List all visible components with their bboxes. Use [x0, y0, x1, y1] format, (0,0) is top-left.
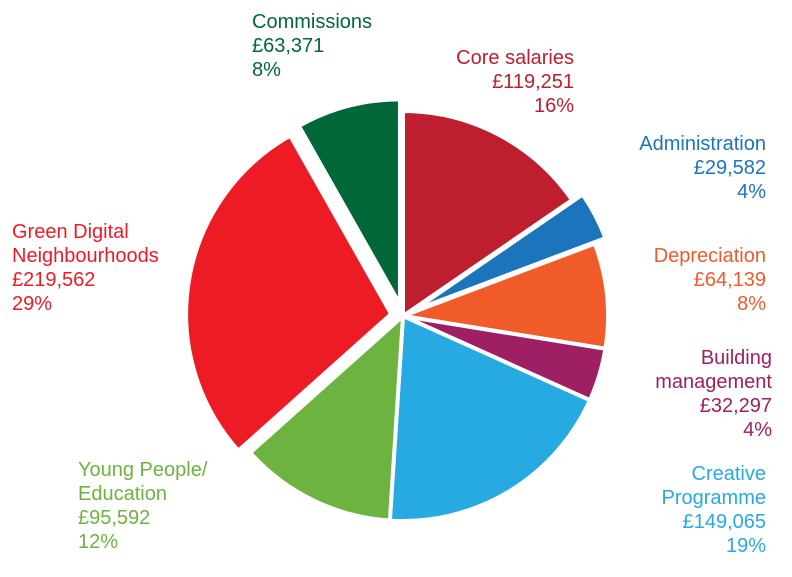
- label-percent: 16%: [533, 95, 574, 117]
- label-value: £95,592: [78, 507, 151, 529]
- pie-slice-green-digital-neighbourhoods: [184, 133, 394, 453]
- label-name-line2: Neighbourhoods: [12, 245, 159, 267]
- label-value: £149,065: [682, 511, 766, 533]
- label-value: £119,251: [492, 71, 574, 93]
- label-percent: 4%: [743, 419, 772, 441]
- pie-slice-young-people-education: [248, 314, 405, 523]
- label-green-digital-neighbourhoods: Green Digital Neighbourhoods £219,562 29…: [12, 220, 159, 316]
- label-creative-programme: Creative Programme £149,065 19%: [662, 462, 766, 558]
- pie-slice-creative-programme: [387, 314, 592, 523]
- label-name-line2: Education: [78, 483, 167, 505]
- label-name-line2: Programme: [661, 487, 766, 509]
- label-depreciation: Depreciation £64,139 8%: [654, 244, 766, 316]
- label-name-line1: Building: [700, 347, 772, 369]
- pie-slice-administration: [411, 192, 608, 313]
- label-name: Core salaries: [456, 47, 574, 69]
- label-name-line2: management: [655, 371, 772, 393]
- label-value: £64,139: [693, 269, 766, 291]
- label-value: £32,297: [699, 395, 772, 417]
- label-name-line1: Green Digital: [12, 221, 129, 243]
- label-percent: 12%: [78, 531, 119, 553]
- label-core-salaries: Core salaries £119,251 16%: [456, 46, 574, 118]
- label-name-line1: Young People/: [78, 459, 208, 481]
- label-building-management: Building management £32,297 4%: [655, 346, 772, 442]
- label-percent: 4%: [737, 181, 766, 203]
- label-percent: 29%: [12, 293, 53, 315]
- label-young-people-education: Young People/ Education £95,592 12%: [78, 458, 207, 554]
- label-name: Depreciation: [653, 245, 766, 267]
- label-value: £29,582: [693, 157, 766, 179]
- label-value: £219,562: [12, 269, 96, 291]
- label-name: Administration: [639, 133, 766, 155]
- pie-slice-commissions: [296, 97, 402, 307]
- label-name: Commissions: [252, 11, 373, 33]
- label-administration: Administration £29,582 4%: [639, 132, 766, 204]
- label-name-line1: Creative: [691, 463, 766, 485]
- pie-slice-core-salaries: [401, 109, 575, 318]
- label-commissions: Commissions £63,371 8%: [252, 10, 372, 82]
- label-percent: 19%: [725, 535, 766, 557]
- label-percent: 8%: [737, 293, 766, 315]
- label-percent: 8%: [252, 59, 281, 81]
- label-value: £63,371: [252, 35, 325, 57]
